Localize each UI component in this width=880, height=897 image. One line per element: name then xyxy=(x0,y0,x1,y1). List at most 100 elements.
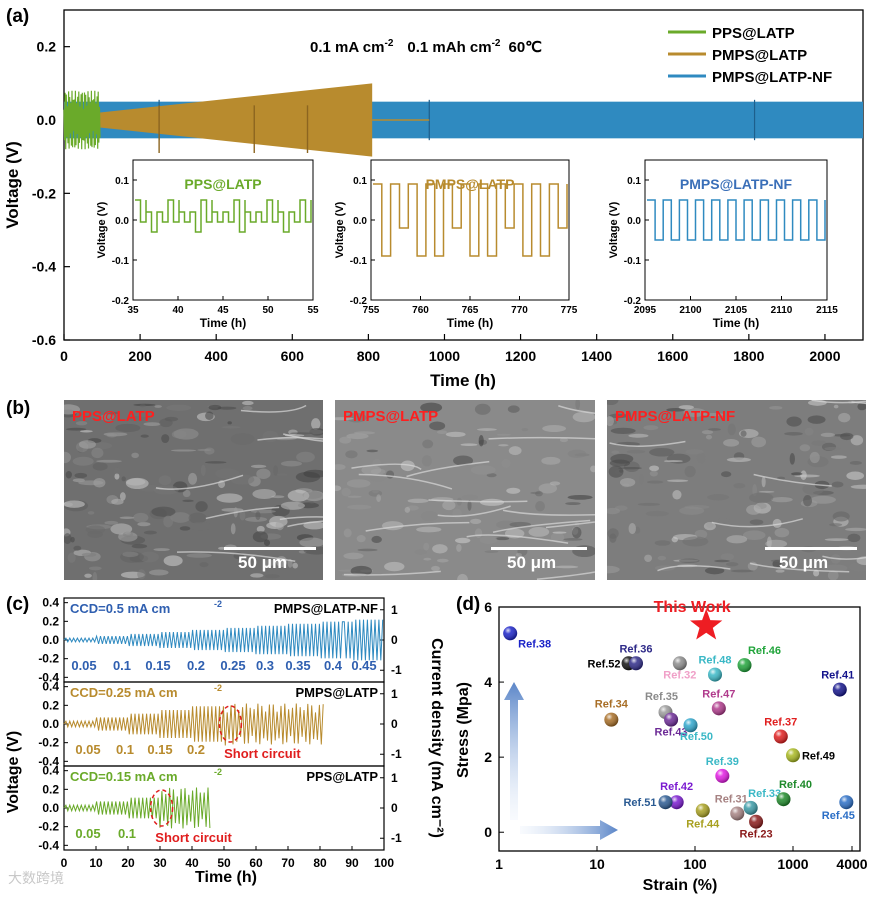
sem-grain xyxy=(159,418,173,428)
inset-x-tick-label: 55 xyxy=(307,305,319,316)
scale-text: 50 μm xyxy=(238,553,288,572)
inset-y-tick-label: 0.1 xyxy=(353,176,367,187)
sem-grain xyxy=(371,535,382,544)
sem-grain xyxy=(678,558,700,564)
sem-grain xyxy=(846,471,865,480)
this-work-label: This Work xyxy=(654,599,731,616)
x-tick-label: 0 xyxy=(61,856,68,870)
scatter-point-shine xyxy=(658,795,673,810)
scatter-point-shine xyxy=(711,701,726,716)
x-tick-label: 20 xyxy=(121,856,135,870)
sem-grain xyxy=(607,400,619,406)
sem-grain xyxy=(619,477,636,487)
sem-grain xyxy=(429,421,446,431)
sem-grain xyxy=(106,433,118,438)
point-label: Ref.23 xyxy=(740,829,773,841)
current-step-label: 0.15 xyxy=(147,742,172,757)
sem-grain xyxy=(303,490,323,502)
sem-grain xyxy=(823,564,848,572)
sem-grain xyxy=(563,538,583,541)
sem-grain xyxy=(706,522,714,528)
sem-grain xyxy=(137,569,146,580)
sem-grain xyxy=(663,460,683,463)
sem-ridge xyxy=(283,433,323,442)
current-step-label: 0.35 xyxy=(285,658,310,673)
sem-grain xyxy=(72,456,94,466)
sem-grain xyxy=(96,459,122,463)
point-label: Ref.42 xyxy=(660,781,693,793)
sem-grain xyxy=(683,407,706,417)
sem-grain xyxy=(820,432,836,438)
sem-grain xyxy=(758,490,775,493)
sem-label-pps: PPS@LATP xyxy=(72,408,155,425)
sem-grain xyxy=(263,559,276,566)
sem-grain xyxy=(831,481,844,488)
sem-grain xyxy=(772,518,782,528)
inset-title: PMPS@LATP-NF xyxy=(680,176,793,192)
ccd-label-exp: -2 xyxy=(214,767,222,777)
sem-grain xyxy=(857,402,866,411)
point-label: Ref.40 xyxy=(779,779,812,791)
sem-grain xyxy=(341,487,351,497)
sem-grain xyxy=(420,402,443,413)
sem-grain xyxy=(704,567,725,575)
sem-grain xyxy=(552,531,567,534)
sem-grain xyxy=(559,437,569,443)
sem-ridge xyxy=(176,551,296,562)
sem-grain xyxy=(416,526,442,533)
x-tick-label: 200 xyxy=(128,348,152,364)
inset-ylabel: Voltage (V) xyxy=(334,201,346,258)
sem-grain xyxy=(256,468,271,480)
sem-grain xyxy=(431,565,440,572)
sem-grain xyxy=(118,531,138,542)
sem-grain xyxy=(647,480,664,484)
sem-grain xyxy=(255,511,261,521)
sem-grain xyxy=(163,555,183,567)
x-tick-label: 40 xyxy=(185,856,199,870)
sem-ridge xyxy=(811,400,866,404)
ccd-trace xyxy=(63,787,211,829)
inset-y-tick-label: -0.2 xyxy=(350,296,368,307)
watermark: 大数跨境 xyxy=(8,871,64,887)
sem-grain xyxy=(495,537,510,541)
inset-trace xyxy=(135,199,312,233)
sem-grain xyxy=(353,431,376,435)
sem-grain xyxy=(292,562,298,569)
sem-grain xyxy=(372,489,379,494)
ccd-label-exp: -2 xyxy=(214,599,222,609)
sem-grain xyxy=(474,403,491,415)
y-tick-label: 0.0 xyxy=(42,633,59,647)
point-label: Ref.33 xyxy=(748,788,781,800)
sem-ridge xyxy=(822,555,866,560)
current-step-label: 0.1 xyxy=(113,658,131,673)
sem-grain xyxy=(263,539,271,547)
x-tick-label: 400 xyxy=(205,348,229,364)
sem-grain xyxy=(508,446,522,456)
sem-grain xyxy=(343,552,364,560)
sem-grain xyxy=(264,565,271,568)
y-tick-label: 0.2 xyxy=(37,39,57,55)
sem-grain xyxy=(847,533,861,543)
sem-grain xyxy=(421,455,432,467)
condition-capacity-exp: -2 xyxy=(492,38,501,49)
sem-grain xyxy=(384,561,405,572)
sem-grain xyxy=(200,464,206,477)
sem-grain xyxy=(131,452,139,459)
panel-c-ylabel-right: Current density (mA cm⁻²) xyxy=(428,638,445,838)
y-tick-label: -0.4 xyxy=(32,259,56,275)
sem-grain xyxy=(827,570,839,580)
sem-grain xyxy=(73,545,82,551)
right-tick-label: -1 xyxy=(391,831,402,845)
panel-d-xlabel: Strain (%) xyxy=(643,877,718,894)
sem-grain xyxy=(335,464,346,470)
sem-grain xyxy=(726,457,751,463)
sem-grain xyxy=(343,528,352,538)
sem-grain xyxy=(170,512,191,523)
panel-b-label: (b) xyxy=(6,398,31,419)
sem-grain xyxy=(567,449,587,459)
sem-grain xyxy=(726,535,748,544)
sem-grain xyxy=(608,465,624,478)
sem-texture-nf xyxy=(607,400,866,580)
y-tick-label: 0.0 xyxy=(42,801,59,815)
c-x-axis: 0 10 20 30 40 50 60 70 80 90 100 xyxy=(61,846,394,870)
